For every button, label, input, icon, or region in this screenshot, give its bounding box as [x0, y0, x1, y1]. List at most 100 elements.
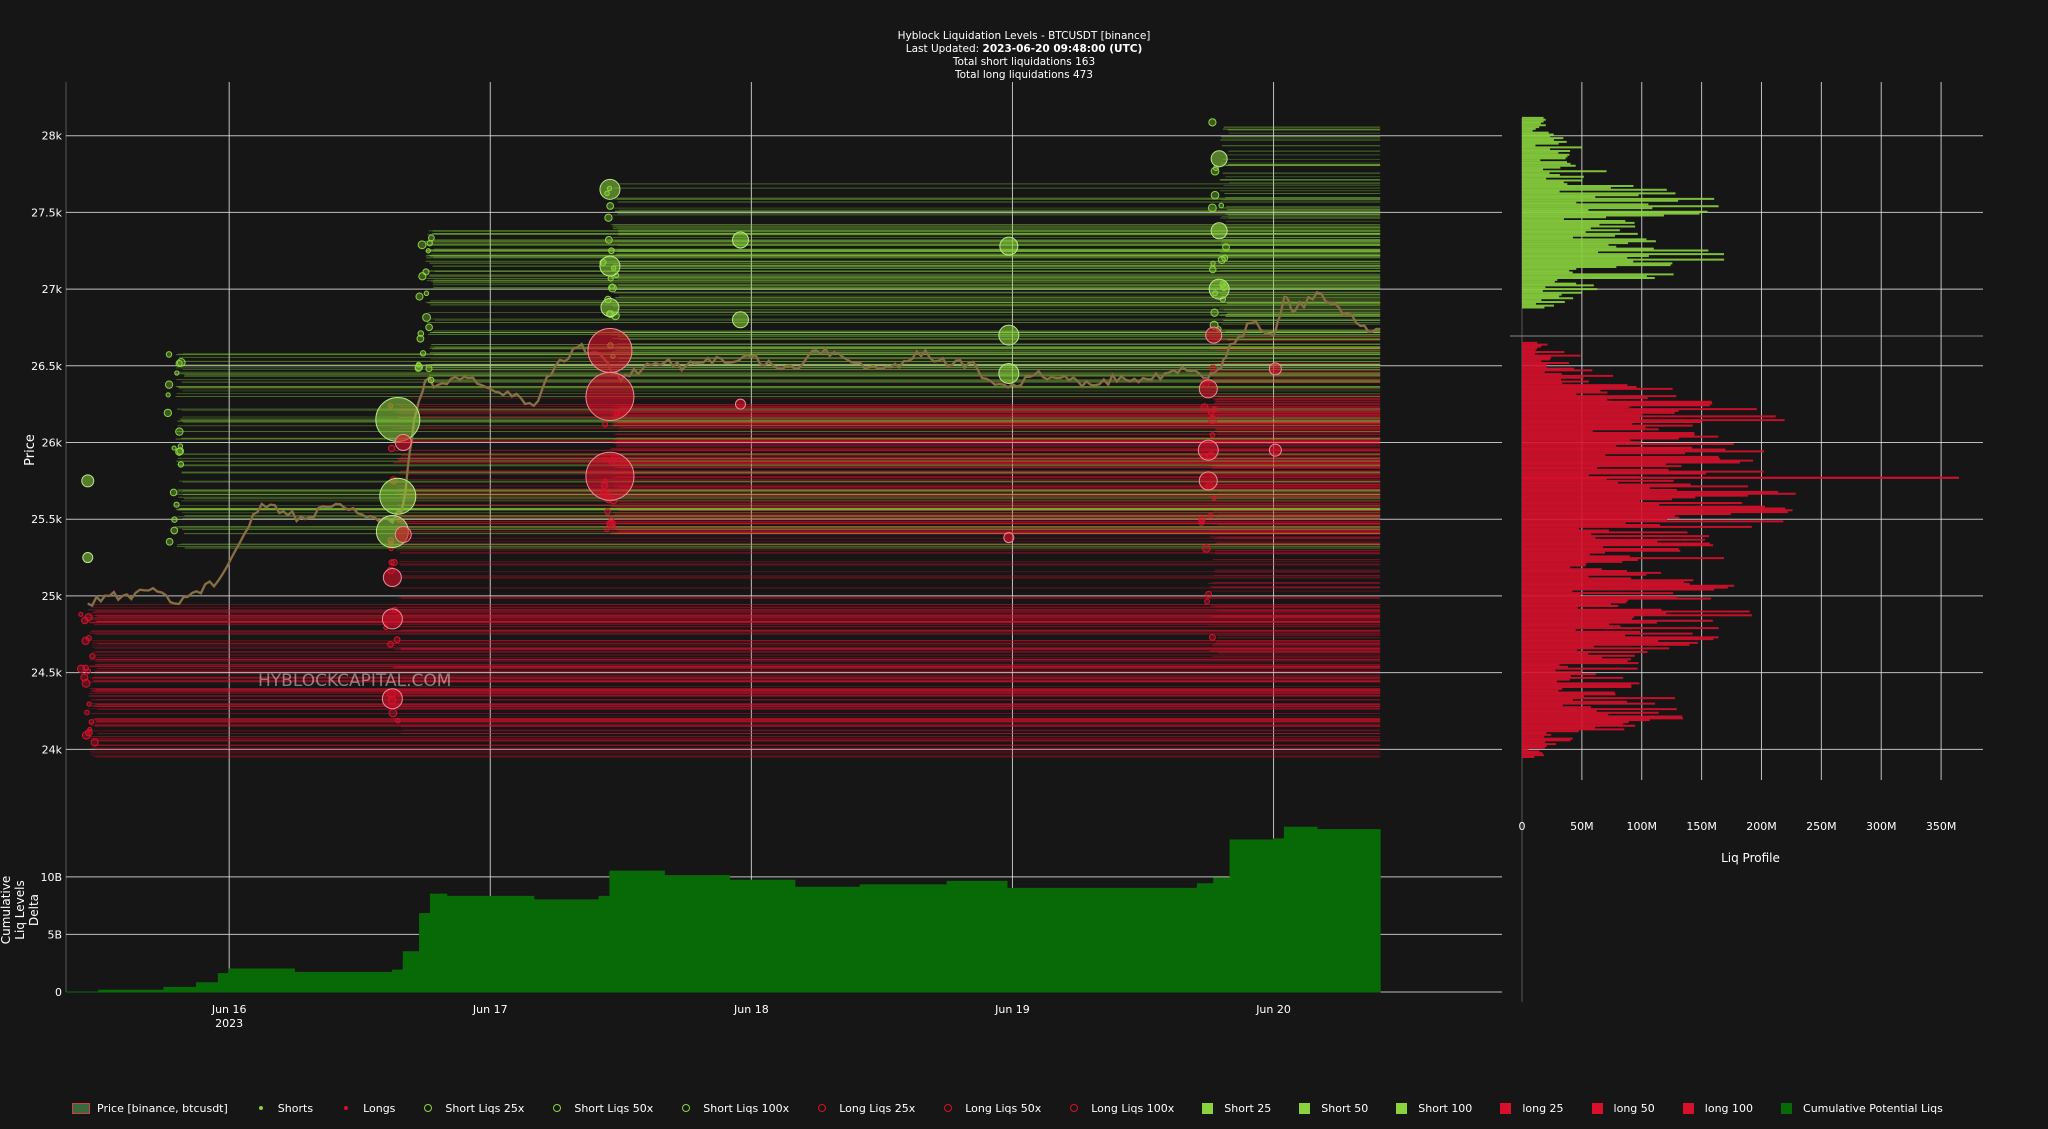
x-tick-sublabel: 2023 — [215, 1017, 243, 1030]
x-tick-label: Jun 20 — [1255, 1003, 1291, 1016]
cumulative-axis-title: Cumulative — [0, 876, 13, 945]
y-tick-label: 25k — [42, 590, 63, 603]
liq-dot — [1208, 118, 1217, 127]
legend-symbol-icon — [418, 1102, 440, 1114]
liq-dot — [1202, 544, 1211, 553]
price-axis-title: Price — [23, 434, 38, 466]
liq-dot — [426, 239, 433, 247]
long-liq-bubble — [394, 434, 412, 452]
axis-labels-layer: 24k 24.5k 25k 25.5k 26k 26.5k 27k 27.5k 28k Jun 1… — [0, 130, 1956, 1030]
liq-dot — [387, 444, 396, 453]
liq-dot — [608, 247, 615, 255]
grid-layer — [65, 82, 1983, 1002]
long-liq-bubble — [394, 526, 412, 544]
short-liq-bubble — [998, 362, 1020, 384]
liq-dot — [1210, 308, 1219, 317]
liq-dot — [387, 640, 394, 648]
liq-dot — [425, 323, 433, 332]
legend-item[interactable]: Short Liqs 100x — [676, 1102, 789, 1115]
y-tick-label: 28k — [42, 130, 63, 143]
liq-dot — [171, 445, 177, 451]
liq-dot — [1217, 255, 1226, 264]
liq-dot — [1210, 166, 1220, 176]
liq-dot — [416, 334, 425, 343]
liq-dot — [164, 380, 174, 389]
liq-dot — [415, 361, 422, 368]
liq-dot — [171, 516, 178, 523]
chart-title: Hyblock Liquidation Levels - BTCUSDT [bi… — [0, 30, 2048, 82]
legend-label: Longs — [363, 1101, 396, 1115]
liq-dot — [81, 731, 91, 740]
x-tick-label: Jun 19 — [994, 1003, 1030, 1016]
legend-item[interactable]: long 25 — [1495, 1102, 1564, 1115]
price-line — [87, 291, 1381, 607]
cumulative-y-tick-label: 5B — [47, 928, 62, 941]
cumulative-axis-title: Liq Levels — [13, 880, 27, 939]
y-tick-label: 24k — [42, 743, 63, 756]
legend-symbol-icon — [336, 1102, 358, 1114]
legend-symbol-icon — [1678, 1102, 1700, 1114]
short-liq-bubble — [731, 231, 749, 249]
liq-dot — [417, 330, 425, 337]
long-liq-bubble — [381, 688, 403, 710]
liquidation-levels-layer — [87, 126, 1381, 758]
legend-label: Short 25 — [1224, 1101, 1272, 1115]
liq-dot — [87, 726, 93, 732]
legend-label: Price [binance, btcusdt] — [97, 1101, 228, 1115]
legend-symbol-icon — [1064, 1102, 1086, 1114]
liq-dot — [85, 668, 92, 675]
legend-symbol-icon — [1776, 1102, 1798, 1114]
legend-item[interactable]: Long Liqs 25x — [812, 1102, 915, 1115]
total-long-liquidations: Total long liquidations 473 — [955, 69, 1093, 81]
long-liq-bubble — [382, 568, 402, 588]
liq-dot — [1207, 203, 1217, 213]
legend-item[interactable]: Price [binance, btcusdt] — [70, 1102, 228, 1115]
legend-label: Shorts — [277, 1101, 314, 1115]
liq-dot — [176, 358, 186, 367]
legend-item[interactable]: Long Liqs 100x — [1064, 1102, 1174, 1115]
legend-item[interactable]: Short 100 — [1391, 1102, 1472, 1115]
legend-symbol-icon — [1294, 1102, 1316, 1114]
short-liq-bubble — [731, 311, 749, 329]
legend-item[interactable]: long 50 — [1587, 1102, 1655, 1115]
legend-item[interactable]: Short 25 — [1197, 1102, 1271, 1115]
liq-dot — [169, 488, 178, 497]
legend-item[interactable]: Longs — [336, 1102, 395, 1115]
liq-dot — [425, 248, 431, 254]
liq-dot — [1208, 364, 1217, 373]
legend-item[interactable]: long 100 — [1678, 1102, 1753, 1115]
liq-dot — [1210, 260, 1216, 267]
legend-item[interactable]: Short Liqs 50x — [547, 1102, 653, 1115]
last-updated-value: 2023-06-20 09:48:00 (UTC) — [982, 43, 1143, 55]
cumulative-axis-title: Delta — [27, 894, 41, 926]
legend-symbol-icon — [812, 1102, 834, 1114]
legend-item[interactable]: Short 50 — [1294, 1102, 1368, 1115]
liq-dot — [602, 421, 609, 428]
cumulative-layer — [66, 826, 1381, 993]
y-tick-label: 25.5k — [31, 513, 62, 526]
profile-x-tick-label: 300M — [1866, 820, 1897, 833]
long-liq-bubble — [1197, 439, 1219, 461]
profile-x-tick-label: 50M — [1570, 820, 1594, 833]
x-tick-label: Jun 16 — [211, 1003, 247, 1016]
profile-x-tick-label: 100M — [1626, 820, 1657, 833]
legend-symbol-icon — [70, 1102, 92, 1114]
legend-item[interactable]: Cumulative Potential Liqs — [1776, 1102, 1943, 1115]
profile-x-tick-label: 350M — [1926, 820, 1957, 833]
legend-item[interactable]: Shorts — [251, 1102, 313, 1115]
liq-dot — [1210, 190, 1220, 200]
legend-item[interactable]: Long Liqs 50x — [938, 1102, 1041, 1115]
cumulative-y-tick-label: 10B — [40, 871, 62, 884]
short-liq-bubble — [1210, 150, 1228, 168]
legend-label: Long Liqs 50x — [965, 1101, 1042, 1115]
legend-item[interactable]: Short Liqs 25x — [418, 1102, 524, 1115]
liq-dot — [1218, 202, 1225, 209]
liq-dot — [165, 537, 174, 546]
liq-dot — [81, 616, 89, 625]
liq-dot — [422, 268, 430, 276]
y-tick-label: 26.5k — [31, 360, 62, 373]
short-liq-bubble — [600, 298, 620, 318]
total-short-liquidations: Total short liquidations 163 — [952, 56, 1096, 68]
profile-x-tick-label: 250M — [1806, 820, 1837, 833]
